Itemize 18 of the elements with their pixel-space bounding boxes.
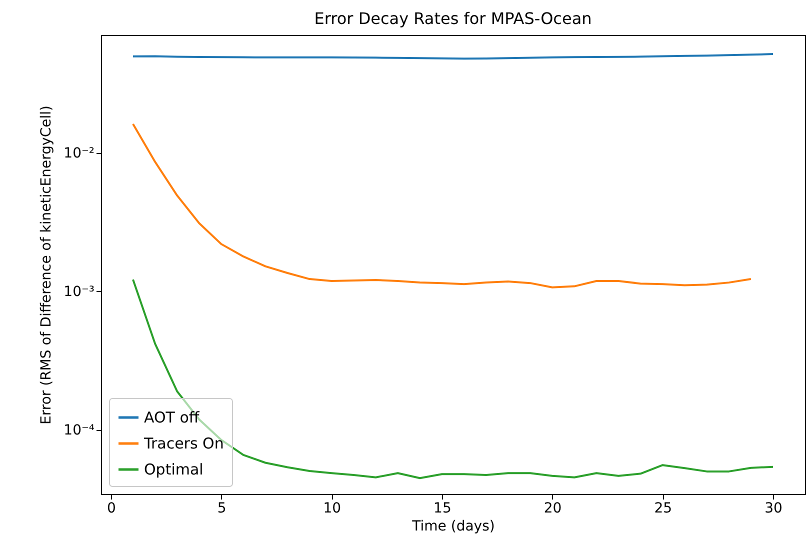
x-tick-label: 0 (106, 500, 116, 516)
legend-label: AOT off (144, 408, 200, 426)
x-axis-title: Time (days) (411, 518, 495, 534)
legend-label: Tracers On (143, 434, 224, 452)
y-tick-label: 10⁻² (64, 145, 94, 162)
x-tick-label: 15 (434, 500, 452, 516)
x-tick-label: 5 (217, 500, 226, 516)
line-series (132, 278, 774, 480)
x-tick-label: 30 (764, 500, 782, 516)
y-axis-title: Error (RMS of Difference of kineticEnergyCell) (38, 106, 55, 424)
line-series (132, 122, 752, 288)
y-tick-label: 10⁻³ (64, 284, 94, 300)
y-tick-label: 10⁻⁴ (64, 422, 95, 438)
x-tick-label: 25 (654, 500, 672, 516)
x-tick-label: 10 (323, 500, 342, 516)
legend-label: Optimal (144, 460, 204, 478)
chart-title: Error Decay Rates for MPAS-Ocean (314, 9, 592, 28)
x-tick-label: 20 (544, 500, 562, 516)
